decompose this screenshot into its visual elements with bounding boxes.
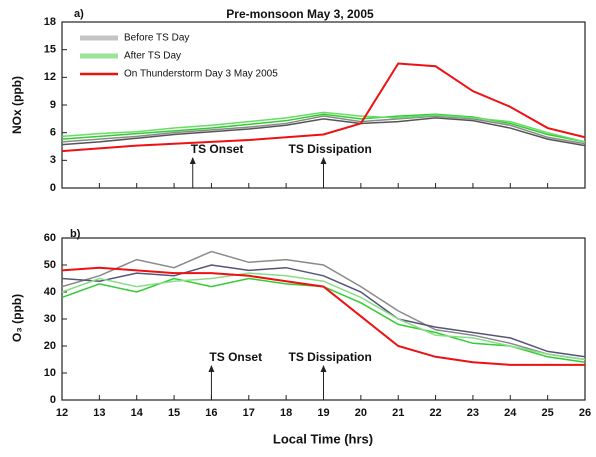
data-line [61, 115, 586, 145]
x-tick-label: 20 [355, 407, 367, 419]
data-line [61, 62, 586, 153]
data-line [61, 264, 586, 358]
y-tick-label: 15 [44, 44, 56, 56]
y-axis-label: NOx (ppb) [10, 76, 24, 134]
legend-label: On Thunderstorm Day 3 May 2005 [124, 69, 278, 80]
panel-label: b) [70, 228, 81, 240]
annotation: TS Dissipation [289, 142, 372, 156]
data-line [61, 113, 586, 143]
legend-label: Before TS Day [124, 33, 189, 44]
data-line [61, 111, 586, 143]
x-tick-label: 24 [504, 407, 517, 419]
y-tick-label: 12 [44, 71, 56, 83]
x-tick-label: 14 [131, 407, 144, 419]
x-tick-label: 17 [243, 407, 255, 419]
annotation: TS Onset [209, 350, 262, 364]
y-tick-label: 18 [44, 16, 56, 28]
x-tick-label: 18 [280, 407, 292, 419]
arrow-head [320, 365, 327, 372]
y-tick-label: 9 [50, 99, 56, 111]
x-tick-label: 26 [579, 407, 591, 419]
annotation: TS Onset [191, 142, 244, 156]
x-tick-label: 15 [168, 407, 180, 419]
y-tick-label: 20 [44, 340, 56, 352]
data-line [61, 250, 586, 361]
y-tick-label: 30 [44, 313, 56, 325]
y-tick-label: 40 [44, 286, 56, 298]
annotation: TS Dissipation [289, 350, 372, 364]
data-line [61, 272, 586, 361]
x-axis-label: Local Time (hrs) [273, 431, 373, 446]
chart-title: Pre-monsoon May 3, 2005 [226, 7, 374, 21]
y-tick-label: 6 [50, 127, 56, 139]
arrow-head [320, 157, 327, 164]
data-line [61, 266, 585, 366]
y-axis-label: O₃ (ppb) [10, 294, 24, 342]
y-tick-label: 50 [44, 259, 56, 271]
x-tick-label: 21 [392, 407, 404, 419]
x-tick-label: 25 [542, 407, 554, 419]
y-tick-label: 0 [50, 394, 56, 406]
arrow-head [208, 365, 215, 372]
y-tick-label: 0 [50, 182, 56, 194]
y-tick-label: 10 [44, 367, 56, 379]
arrow-head [189, 157, 196, 164]
data-line [61, 117, 586, 147]
panel-label: a) [74, 8, 84, 20]
x-tick-label: 19 [317, 407, 329, 419]
y-tick-label: 3 [50, 154, 56, 166]
y-tick-label: 60 [44, 232, 56, 244]
x-tick-label: 13 [93, 407, 105, 419]
x-tick-label: 16 [205, 407, 217, 419]
legend-label: After TS Day [124, 51, 181, 62]
x-tick-label: 12 [56, 407, 68, 419]
x-tick-label: 22 [429, 407, 441, 419]
x-tick-label: 23 [467, 407, 479, 419]
